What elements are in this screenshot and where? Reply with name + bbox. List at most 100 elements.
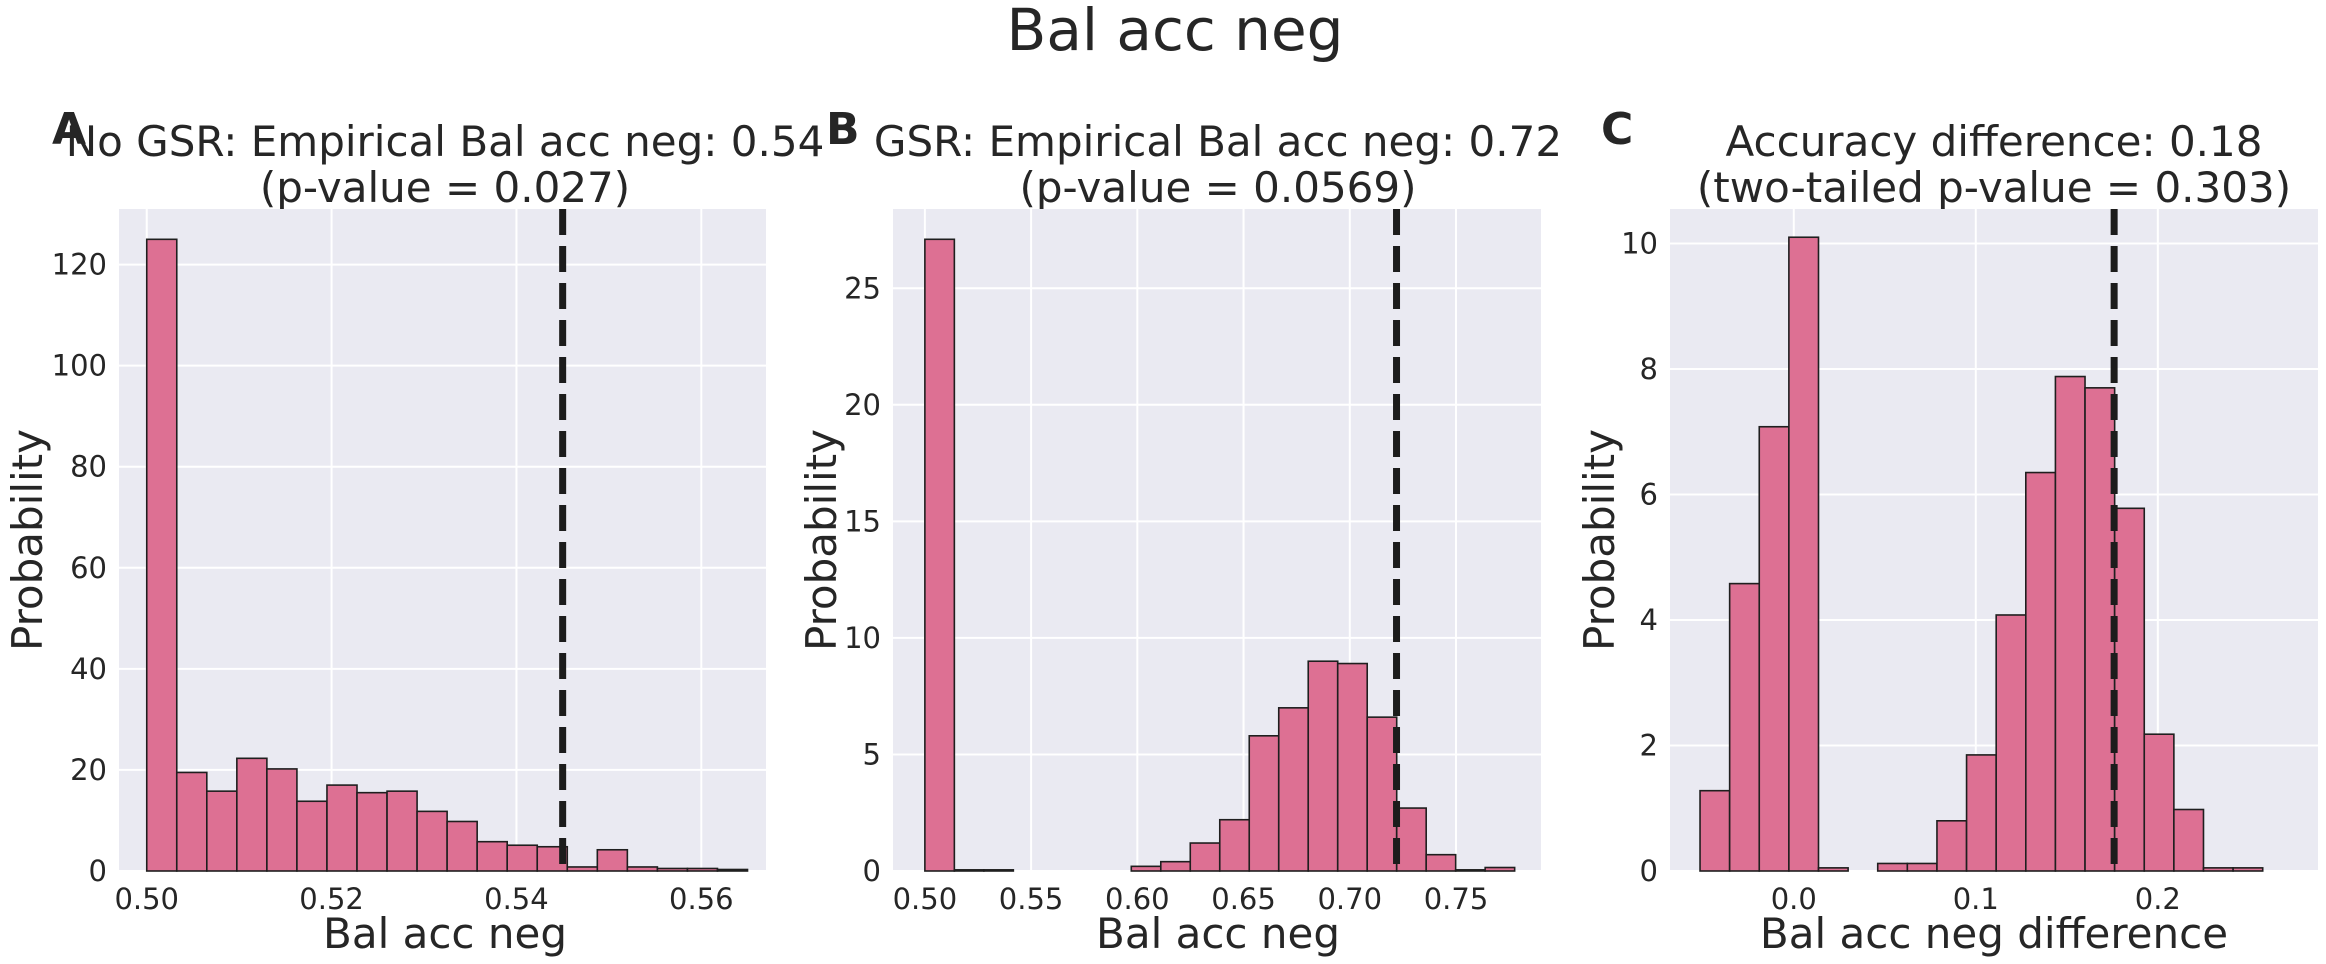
histogram-bar (2024, 471, 2057, 872)
y-tick-label: 4 (1640, 603, 1658, 637)
y-tick-label: 8 (1640, 352, 1658, 386)
panel-letter-a: A (52, 104, 86, 155)
x-tick-label: 0.75 (1424, 882, 1489, 916)
axes-background (119, 209, 766, 871)
histogram-bar (1130, 865, 1162, 872)
histogram-bar (1728, 582, 1761, 872)
histogram-bar (175, 771, 208, 872)
panel-a-plot: 0.50 0.52 0.54 0.56 0 20 40 60 80 100 120 (52, 209, 766, 916)
histogram-bar (1906, 862, 1938, 872)
histogram-bar (1876, 862, 1909, 872)
panel-b-xlabel: Bal acc neg (1096, 909, 1340, 958)
histogram-bar (2143, 733, 2175, 872)
histogram-bar (386, 790, 418, 872)
histogram-bar (716, 868, 749, 872)
histogram-bar (2054, 375, 2086, 872)
histogram-bar (656, 867, 689, 872)
figure-suptitle: Bal acc neg (1007, 0, 1344, 64)
histogram-bar (416, 810, 448, 872)
panel-c: C Accuracy difference: 0.18 (two-tailed … (1575, 104, 2318, 958)
y-tick-label: 20 (70, 753, 107, 787)
histogram-bar (1965, 754, 1997, 872)
y-tick-label: 10 (844, 621, 881, 655)
x-tick-label: 0.2 (2135, 882, 2181, 916)
y-tick-label: 2 (1640, 729, 1658, 763)
x-tick-label: 0.50 (893, 882, 958, 916)
histogram-bar (566, 866, 599, 872)
histogram-bar (1248, 735, 1280, 872)
y-tick-label: 6 (1640, 478, 1658, 512)
x-tick-label: 0.55 (999, 882, 1064, 916)
histogram-bar (1395, 807, 1427, 872)
x-tick-label: 0.65 (1211, 882, 1276, 916)
panel-a-ylabel: Probability (3, 429, 52, 651)
histogram-bar (296, 800, 328, 872)
panel-b-title-line1: GSR: Empirical Bal acc neg: 0.72 (874, 117, 1562, 166)
panel-c-title-line1: Accuracy difference: 0.18 (1726, 117, 2263, 166)
x-tick-label: 0.52 (299, 882, 364, 916)
y-tick-label: 40 (70, 652, 107, 686)
histogram-bar (1159, 860, 1192, 872)
axes-background (893, 209, 1541, 871)
x-tick-label: 0.1 (1953, 882, 1999, 916)
panel-b-title-line2: (p-value = 0.0569) (1019, 163, 1416, 212)
panel-a-title-line2: (p-value = 0.027) (260, 163, 630, 212)
panel-c-xlabel: Bal acc neg difference (1760, 909, 2228, 958)
histogram-bar (1277, 707, 1310, 872)
y-tick-label: 0 (89, 854, 107, 888)
histogram-bar (1936, 820, 1968, 872)
x-tick-label: 0.56 (669, 882, 734, 916)
histogram-bar (446, 820, 478, 872)
y-tick-label: 10 (1621, 227, 1658, 261)
y-tick-label: 5 (863, 737, 881, 771)
histogram-bar (2232, 867, 2264, 872)
x-tick-label: 0.0 (1771, 882, 1817, 916)
histogram-bar (236, 757, 268, 872)
panel-b-ylabel: Probability (797, 429, 846, 651)
y-tick-label: 25 (844, 271, 881, 305)
y-tick-label: 0 (1640, 854, 1658, 888)
histogram-bar (1189, 842, 1221, 872)
panel-c-plot: 0.0 0.1 0.2 0 2 4 6 8 10 (1621, 209, 2318, 916)
histogram-bar (983, 869, 1015, 872)
x-tick-label: 0.60 (1105, 882, 1170, 916)
histogram-bar (1788, 236, 1820, 872)
histogram-bar (145, 238, 178, 872)
histogram-bar (1307, 660, 1339, 872)
panel-a-title-line1: No GSR: Empirical Bal acc neg: 0.54 (66, 117, 825, 166)
x-tick-label: 0.70 (1317, 882, 1382, 916)
histogram-bar (326, 784, 358, 872)
histogram-bar (1484, 866, 1516, 872)
histogram-bar (206, 790, 238, 872)
histogram-bar (356, 791, 388, 872)
panel-b: B GSR: Empirical Bal acc neg: 0.72 (p-va… (797, 104, 1562, 958)
histogram-bar (1218, 818, 1251, 872)
histogram-bar (596, 848, 629, 872)
histogram-bar (1366, 716, 1398, 872)
histogram-bar (686, 867, 719, 872)
histogram-bar (2173, 808, 2205, 872)
histogram-bar (266, 768, 298, 872)
y-tick-label: 100 (52, 349, 107, 383)
panel-a-xlabel: Bal acc neg (323, 909, 567, 958)
y-tick-label: 0 (863, 854, 881, 888)
histogram-bar (506, 844, 539, 872)
panel-b-plot: 0.50 0.55 0.60 0.65 0.70 0.75 0 5 10 15 20 25 (844, 209, 1541, 916)
histogram-bar (1336, 662, 1369, 872)
histogram-bar (1699, 789, 1731, 872)
histogram-bar (1817, 867, 1849, 872)
panel-a: A No GSR: Empirical Bal acc neg: 0.54 (p… (3, 104, 824, 958)
histogram-bar (953, 869, 985, 872)
histogram-bar (626, 866, 659, 872)
y-tick-label: 15 (844, 504, 881, 538)
panel-c-title-line2: (two-tailed p-value = 0.303) (1697, 163, 2291, 212)
histogram-bar (2084, 387, 2116, 872)
panel-letter-b: B (826, 104, 860, 155)
histogram-bar (1425, 853, 1457, 872)
histogram-bar (2113, 507, 2146, 872)
y-tick-label: 60 (70, 551, 107, 585)
y-tick-label: 120 (52, 248, 107, 282)
histogram-bar (1454, 869, 1486, 872)
histogram-bar (1758, 425, 1790, 872)
y-tick-label: 80 (70, 450, 107, 484)
